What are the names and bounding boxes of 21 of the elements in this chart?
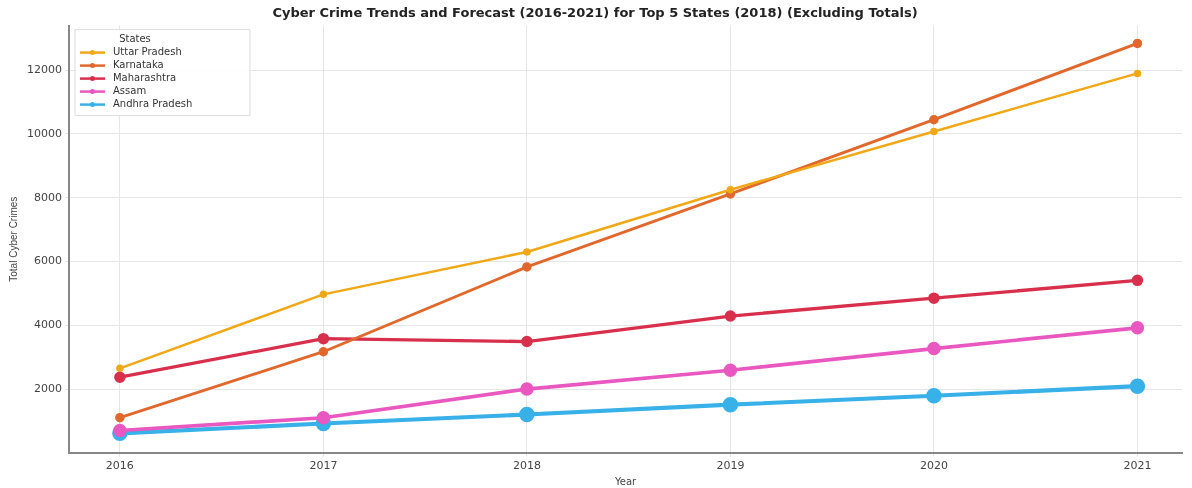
legend-label: Karnataka	[112, 59, 164, 71]
y-tick-label: 4000	[33, 318, 62, 332]
x-tick-label: 2018	[512, 459, 541, 473]
y-tick-label: 2000	[33, 381, 62, 395]
y-tick-label: 6000	[33, 254, 62, 268]
legend-title: States	[119, 33, 151, 45]
legend-label: Andhra Pradesh	[112, 98, 193, 110]
legend-label: Uttar Pradesh	[112, 46, 182, 58]
x-tick-label: 2019	[716, 459, 745, 473]
y-tick-label: 8000	[33, 190, 62, 204]
x-tick-label: 2016	[105, 459, 134, 473]
x-tick-label: 2021	[1123, 459, 1152, 473]
legend-label: Maharashtra	[112, 72, 177, 84]
y-axis-title: Total Cyber Crimes	[7, 196, 19, 282]
x-tick-label: 2020	[919, 459, 948, 473]
legend-label: Assam	[112, 85, 147, 97]
y-tick-label: 10000	[26, 126, 62, 140]
x-tick-label: 2017	[309, 459, 338, 473]
y-tick-label: 12000	[26, 63, 62, 77]
x-axis-title: Year	[614, 475, 638, 487]
chart-title: Cyber Crime Trends and Forecast (2016-2021) for Top 5 States (2018) (Excluding Totals)	[272, 5, 918, 21]
